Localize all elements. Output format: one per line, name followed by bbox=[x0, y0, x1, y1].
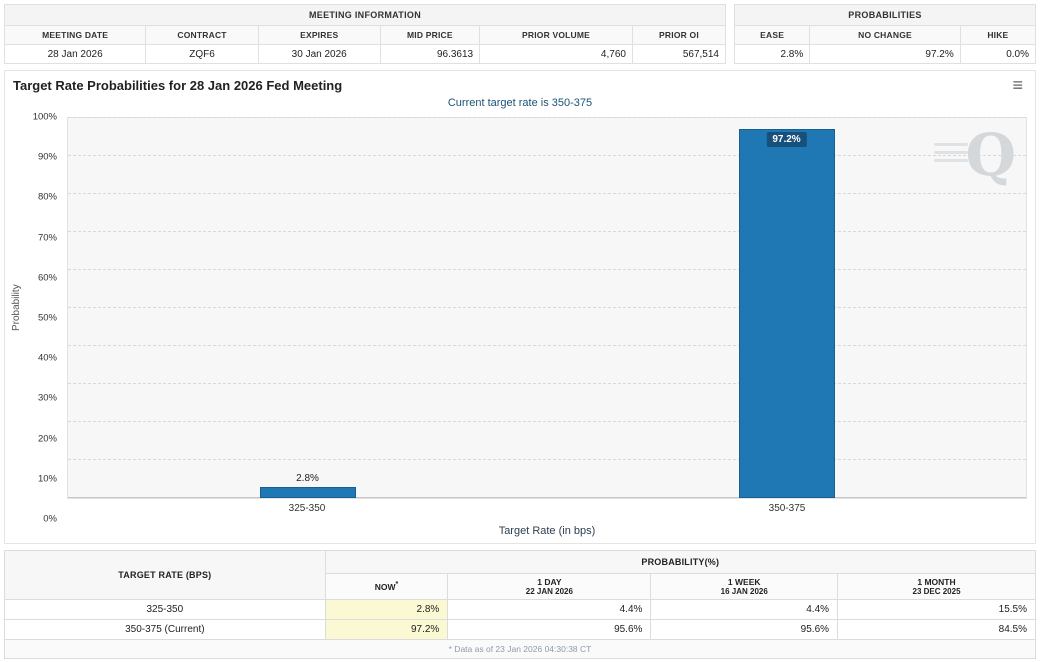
contract-value: ZQF6 bbox=[145, 44, 259, 64]
col-header-hike: HIKE bbox=[959, 25, 1037, 45]
now-value: 2.8% bbox=[324, 599, 449, 620]
one-day-value: 95.6% bbox=[447, 619, 652, 640]
one-week-value: 95.6% bbox=[650, 619, 839, 640]
col-header-expires: EXPIRES bbox=[257, 25, 381, 45]
y-tick-label: 20% bbox=[37, 433, 57, 445]
y-axis-ticks: 0% 10% 20% 30% 40% 50% 60% 70% 80% 90% 100% bbox=[17, 112, 63, 525]
bar-label-350-375: 97.2% bbox=[766, 131, 807, 147]
probabilities-title: PROBABILITIES bbox=[734, 4, 1036, 26]
y-tick-label: 40% bbox=[37, 352, 57, 364]
y-tick-label: 100% bbox=[32, 111, 57, 123]
ease-value: 2.8% bbox=[733, 44, 811, 64]
table-row-325-350: 325-350 2.8% 4.4% 4.4% 15.5% bbox=[4, 599, 1036, 620]
meeting-information-title: MEETING INFORMATION bbox=[4, 4, 726, 26]
table-row-350-375-current: 350-375 (Current) 97.2% 95.6% 95.6% 84.5… bbox=[4, 619, 1036, 640]
meeting-information-table: MEETING INFORMATION MEETING DATE CONTRAC… bbox=[3, 4, 727, 64]
one-month-value: 84.5% bbox=[837, 619, 1036, 640]
gridline bbox=[68, 155, 1026, 156]
chart-body: Probability 0% 10% 20% 30% 40% 50% 60% 70% 80% 90… bbox=[5, 112, 1035, 541]
now-value: 97.2% bbox=[324, 619, 449, 640]
y-tick-label: 30% bbox=[37, 392, 57, 404]
chart-card: Target Rate Probabilities for 28 Jan 202… bbox=[4, 70, 1036, 544]
data-as-of-footnote: * Data as of 23 Jan 2026 04:30:38 CT bbox=[4, 639, 1036, 659]
y-tick-label: 80% bbox=[37, 191, 57, 203]
gridline bbox=[68, 497, 1026, 498]
quikstrike-watermark-lines-icon bbox=[934, 138, 968, 167]
gridline bbox=[68, 269, 1026, 270]
bar-label-325-350: 2.8% bbox=[296, 473, 319, 485]
gridline bbox=[68, 345, 1026, 346]
y-tick-label: 10% bbox=[37, 473, 57, 485]
y-tick-label: 60% bbox=[37, 272, 57, 284]
row-label: 350-375 (Current) bbox=[4, 619, 326, 640]
no-change-value: 97.2% bbox=[809, 44, 961, 64]
chart-title: Target Rate Probabilities for 28 Jan 202… bbox=[13, 78, 343, 93]
plot-wrap: 0% 10% 20% 30% 40% 50% 60% 70% 80% 90% 100% Q 2.8%… bbox=[33, 112, 1027, 525]
y-tick-label: 70% bbox=[37, 232, 57, 244]
one-month-value: 15.5% bbox=[837, 599, 1036, 620]
gridline bbox=[68, 307, 1026, 308]
bar-325-350[interactable]: 2.8% bbox=[259, 473, 356, 498]
col-header-contract: CONTRACT bbox=[145, 25, 259, 45]
col-header-ease: EASE bbox=[733, 25, 811, 45]
col-header-1-month: 1 MONTH 23 DEC 2025 bbox=[837, 573, 1036, 600]
hike-value: 0.0% bbox=[959, 44, 1037, 64]
x-tick-325-350: 325-350 bbox=[288, 503, 326, 514]
probabilities-table: PROBABILITIES EASE NO CHANGE HIKE 2.8% 9… bbox=[733, 4, 1037, 64]
plot-area: Q 2.8% 97.2% bbox=[67, 117, 1027, 499]
one-week-value: 4.4% bbox=[650, 599, 839, 620]
gridline bbox=[68, 231, 1026, 232]
y-tick-label: 0% bbox=[43, 513, 57, 525]
probability-pct-header: PROBABILITY(%) bbox=[324, 550, 1037, 574]
col-header-prior-volume: PRIOR VOLUME bbox=[479, 25, 633, 45]
prior-volume-value: 4,760 bbox=[479, 44, 633, 64]
meeting-information-row: 28 Jan 2026 ZQF6 30 Jan 2026 96.3613 4,7… bbox=[3, 44, 727, 64]
mid-price-value: 96.3613 bbox=[379, 44, 481, 64]
target-rate-bps-header: TARGET RATE (BPS) bbox=[4, 550, 326, 600]
bar-350-375[interactable]: 97.2% bbox=[738, 128, 835, 498]
chart-export-menu-icon[interactable]: ≡ bbox=[1012, 75, 1023, 95]
x-axis-ticks: 325-350 350-375 bbox=[67, 503, 1027, 519]
top-info-row: MEETING INFORMATION MEETING DATE CONTRAC… bbox=[3, 4, 1037, 64]
col-header-meeting-date: MEETING DATE bbox=[3, 25, 147, 45]
gridline bbox=[68, 459, 1026, 460]
col-header-now: NOW* bbox=[324, 573, 449, 600]
chart-subtitle: Current target rate is 350-375 bbox=[447, 97, 593, 109]
gridline bbox=[68, 117, 1026, 118]
one-day-value: 4.4% bbox=[447, 599, 652, 620]
probability-history-table: TARGET RATE (BPS) PROBABILITY(%) NOW* 1 … bbox=[4, 550, 1037, 659]
meeting-date-value: 28 Jan 2026 bbox=[3, 44, 147, 64]
expires-value: 30 Jan 2026 bbox=[257, 44, 381, 64]
col-header-prior-oi: PRIOR OI bbox=[631, 25, 727, 45]
gridline bbox=[68, 383, 1026, 384]
row-label: 325-350 bbox=[4, 599, 326, 620]
x-axis-label: Target Rate (in bps) bbox=[498, 525, 596, 537]
now-asterisk: * bbox=[395, 581, 399, 589]
probabilities-row: 2.8% 97.2% 0.0% bbox=[733, 44, 1037, 64]
col-header-mid-price: MID PRICE bbox=[379, 25, 481, 45]
col-header-1-day: 1 DAY 22 JAN 2026 bbox=[447, 573, 652, 600]
chart-header: Target Rate Probabilities for 28 Jan 202… bbox=[5, 71, 1035, 95]
now-label: NOW bbox=[374, 581, 396, 592]
col-header-1-week: 1 WEEK 16 JAN 2026 bbox=[650, 573, 839, 600]
y-tick-label: 50% bbox=[37, 312, 57, 324]
x-tick-350-375: 350-375 bbox=[768, 503, 806, 514]
prior-oi-value: 567,514 bbox=[631, 44, 727, 64]
gridline bbox=[68, 421, 1026, 422]
y-tick-label: 90% bbox=[37, 151, 57, 163]
col-header-no-change: NO CHANGE bbox=[809, 25, 961, 45]
gridline bbox=[68, 193, 1026, 194]
